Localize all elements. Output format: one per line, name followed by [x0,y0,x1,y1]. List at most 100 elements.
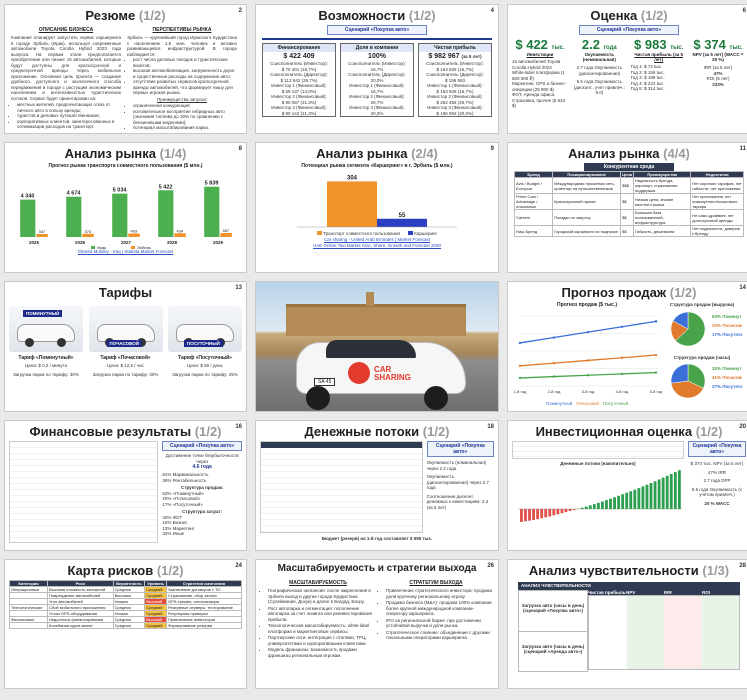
slice-label: 17% Посуточный [712,331,742,337]
slide-risk-map[interactable]: Карта рисков (1/2) 24 Категория Риск Вероя… [4,559,247,689]
data-point [654,320,658,323]
investment-left: Денежные потоки (накопительно) [512,441,684,538]
competition-table: Бренд Позиционирование Цена Преимущества… [513,171,744,237]
pie-charts: Структура продаж (выручка) 63% Поминутны… [662,302,747,407]
kpi-npv: $ 374 тыс. NPV (за 5 лет) (WACC = 20 %) … [692,37,744,87]
forecast-body: Прогноз продаж ($ тыс.) 1-й год 2-й год 3-… [508,302,747,407]
bar-iraq [65,196,81,237]
market-column: ПЕРСПЕКТИВЫ РЫНКА Эрбиль — крупнейший го… [127,27,237,131]
bar-iraq [157,190,173,237]
source-link-2[interactable]: UAE Online Taxi Market Size, Share, Grow… [313,242,441,248]
scalability-body: МАСШТАБИРУЕМОСТЬ Географическая экспанси… [256,580,498,659]
car-image: ПОСУТОЧНЫЙ [168,306,242,352]
table-row: Повреждение автомобилей Высокая Средний Стр… [8,592,242,599]
legend-label: Эрбиль [137,245,151,249]
slide-sensitivity[interactable]: Анализ чувствительности (1/3) 28 АНАЛИЗ … [507,559,747,689]
data-label: 347 [38,229,45,234]
bar-erbil [173,233,186,237]
chart-legend: Поминутный Почасовой Посуточный [545,401,629,406]
slide-number: 14 [739,285,746,291]
table-row: Careem Поездки по запросу $$ Большая база п… [513,209,744,226]
tariff-card-minute[interactable]: ПОМИНУТНЫЙ Тариф «Поминутный» Цена: $ 0,… [9,306,83,377]
bar [641,485,645,509]
bar [653,480,657,509]
slide-title: Оценка (1/2) [590,8,668,23]
profit-column: Чистая прибыль $ 982 967 (за 5 лет) Соис… [418,43,492,117]
data-label: 4 674 [66,191,81,197]
tariff-cards: ПОМИНУТНЫЙ Тариф «Поминутный» Цена: $ 0,… [5,302,246,377]
slide-title: Возможности (1/2) [318,8,436,23]
sensitivity-cells [588,594,740,670]
brand-label: CAR SHARING [374,365,411,382]
data-point [552,336,556,339]
plate: SA 45 [314,378,336,386]
slide-market-2[interactable]: Анализ рынка (2/4) 9 Потенциал рынка сег… [255,142,499,273]
slice-label: 32% Поминутный [712,365,742,371]
data-label: 4 340 [20,194,34,200]
financing-column: Финансирование $ 422 409 Соисполнитель (… [262,43,336,117]
table-row: Колебания курса валют Средняя Средний Форми… [8,622,242,629]
bar-erbil [35,234,48,237]
sales-line-chart: 1-й год 2-й год 3-й год 4-й год 5-й год [514,315,663,394]
scalability-column: МАСШТАБИРУЕМОСТЬ Географическая экспанси… [262,580,374,659]
slide-market-4[interactable]: Анализ рынка (4/4) 11 Конкурентная среда… [507,142,747,273]
source-link[interactable]: Shared Mobility - Iraq | Statista Market… [77,249,174,254]
bar [532,508,535,520]
slide-title: Финансовые результаты (1/2) [29,424,222,439]
slide-number: 2 [238,8,242,14]
sensitivity-table: Загрузка авто (часы в день) (сценарий «П… [518,589,740,672]
valuation-kpis: $ 422 тыс. Инвестиции 15 автомобилей Toy… [508,37,747,109]
legend-label: Ирак [97,245,106,249]
tariff-card-hour[interactable]: ПОЧАСОВОЙ Тариф «Почасовой» Цена: $ 12,5… [88,306,163,377]
kpi-payback: 2.2 года Окупаемость (номинальная) 2.7 г… [573,37,625,95]
table-row: Ниш Бренд Городской каршеринг по подписке… [513,225,744,237]
slide-number: 11 [739,146,746,152]
flag-pole [366,292,374,306]
source-link-1[interactable]: Car sharing - United Arab Emirates | Mar… [324,236,430,242]
data-point [552,375,556,378]
slide-cash-flows[interactable]: Денежные потоки (1/2) 18 Сценарий «Покуп… [255,420,499,551]
bar [613,496,616,509]
slide-valuation[interactable]: Оценка (1/2) 6 Сценарий «Покупка авто» $… [507,4,747,134]
data-point [586,374,590,377]
slide-financial-results[interactable]: Финансовые результаты (1/2) 16 Сценарий … [4,420,247,551]
bar [548,508,552,516]
tick-label: 5-й год [650,389,662,394]
slide-summary[interactable]: Резюме (1/2) 2 ОПИСАНИЕ БИЗНЕСА Компания… [4,4,247,134]
slide-investment-valuation[interactable]: Инвестиционная оценка (1/2) 20 Денежные … [507,420,747,551]
risk-table: Категория Риск Вероятность Уровень Стратегия… [8,580,242,629]
slide-number: 26 [487,563,494,569]
bar-erbil [219,232,232,237]
legend-swatch [130,246,135,249]
data-point [518,364,522,368]
cashflow-kpis: Сценарий «Покупка авто» Окупаемость (ном… [426,441,494,533]
tick-label: 2025 [28,240,39,245]
business-column: ОПИСАНИЕ БИЗНЕСА Компания планирует запу… [11,27,121,131]
slide-market-1[interactable]: Анализ рынка (1/4) 8 Прогноз рынка транс… [4,142,247,273]
bar [601,500,604,509]
tariff-card-day[interactable]: ПОСУТОЧНЫЙ Тариф «Посуточный» Цена: $ 50… [168,306,242,377]
slide-number: 24 [235,563,242,569]
slide-title: Анализ рынка (4/4) [568,146,690,161]
citadel-wall [286,304,466,336]
budget-note: Бюджет (резерв) на 1-й год составляет $ … [321,536,433,541]
business-bullets: местных жителей, предпочитающих отказ от… [11,102,121,130]
slide-opportunities[interactable]: Возможности (1/2) 4 Сценарий «Покупка ав… [255,4,499,134]
slide-scalability[interactable]: Масштабируемость и стратегии выхода 26 М… [255,559,499,689]
bar-iraq [19,199,35,237]
slide-number: 6 [742,8,746,14]
slide-tariffs[interactable]: Тарифы 13 ПОМИНУТНЫЙ Тариф «Поминутный» … [4,281,247,412]
bar [592,503,596,509]
slide-photo[interactable]: CAR SHARING SA 45 [255,281,499,412]
bar [536,508,540,519]
slide-sales-forecast[interactable]: Прогноз продаж (1/2) 14 Прогноз продаж (… [507,281,747,412]
share-column: Доля в компании 100% Соисполнитель (Инве… [340,43,414,117]
bar [528,508,531,521]
bar [552,508,556,515]
bar [596,502,600,509]
bar [645,484,649,509]
data-label: 434 [176,228,183,233]
data-point [586,359,590,362]
hours-pie-chart: 32% Поминутный 41% Почасовой 27% Посуточны… [670,363,747,399]
